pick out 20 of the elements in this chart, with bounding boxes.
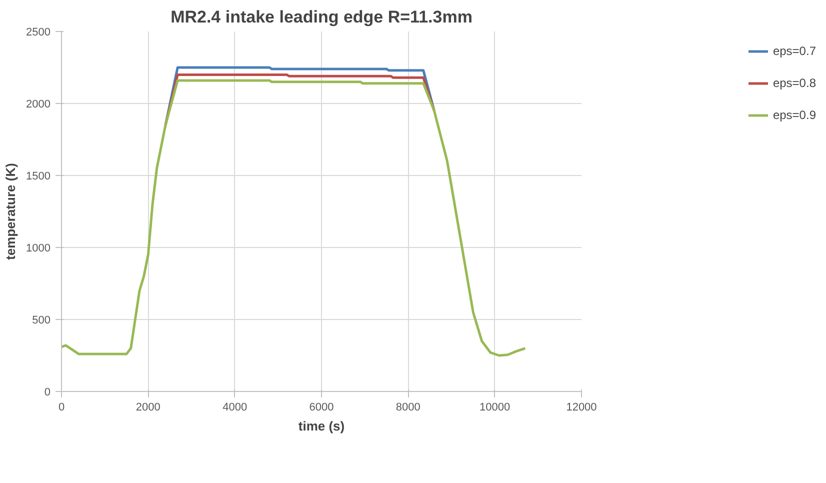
x-tick-label: 10000 [480, 402, 510, 414]
y-tick-label: 1500 [26, 170, 51, 182]
y-tick-label: 500 [32, 314, 51, 326]
y-axis-title: temperature (K) [3, 163, 18, 260]
x-tick-label: 12000 [566, 402, 597, 414]
x-tick-label: 2000 [136, 402, 160, 414]
legend-label: eps=0.8 [772, 76, 816, 90]
y-tick-label: 2000 [26, 98, 51, 110]
x-axis-title: time (s) [298, 418, 345, 434]
legend-label: eps=0.9 [772, 108, 816, 122]
x-tick-label: 0 [58, 402, 65, 414]
y-tick-label: 0 [44, 386, 51, 398]
chart-title: MR2.4 intake leading edge R=11.3mm [170, 8, 472, 26]
line-series [62, 79, 526, 357]
y-tick-label: 2500 [26, 26, 51, 38]
y-tick-label: 1000 [26, 242, 51, 254]
legend-label: eps=0.7 [772, 44, 816, 58]
x-tick-label: 4000 [222, 402, 248, 414]
x-tick-label: 8000 [396, 402, 420, 414]
x-tick-label: 6000 [309, 402, 334, 414]
